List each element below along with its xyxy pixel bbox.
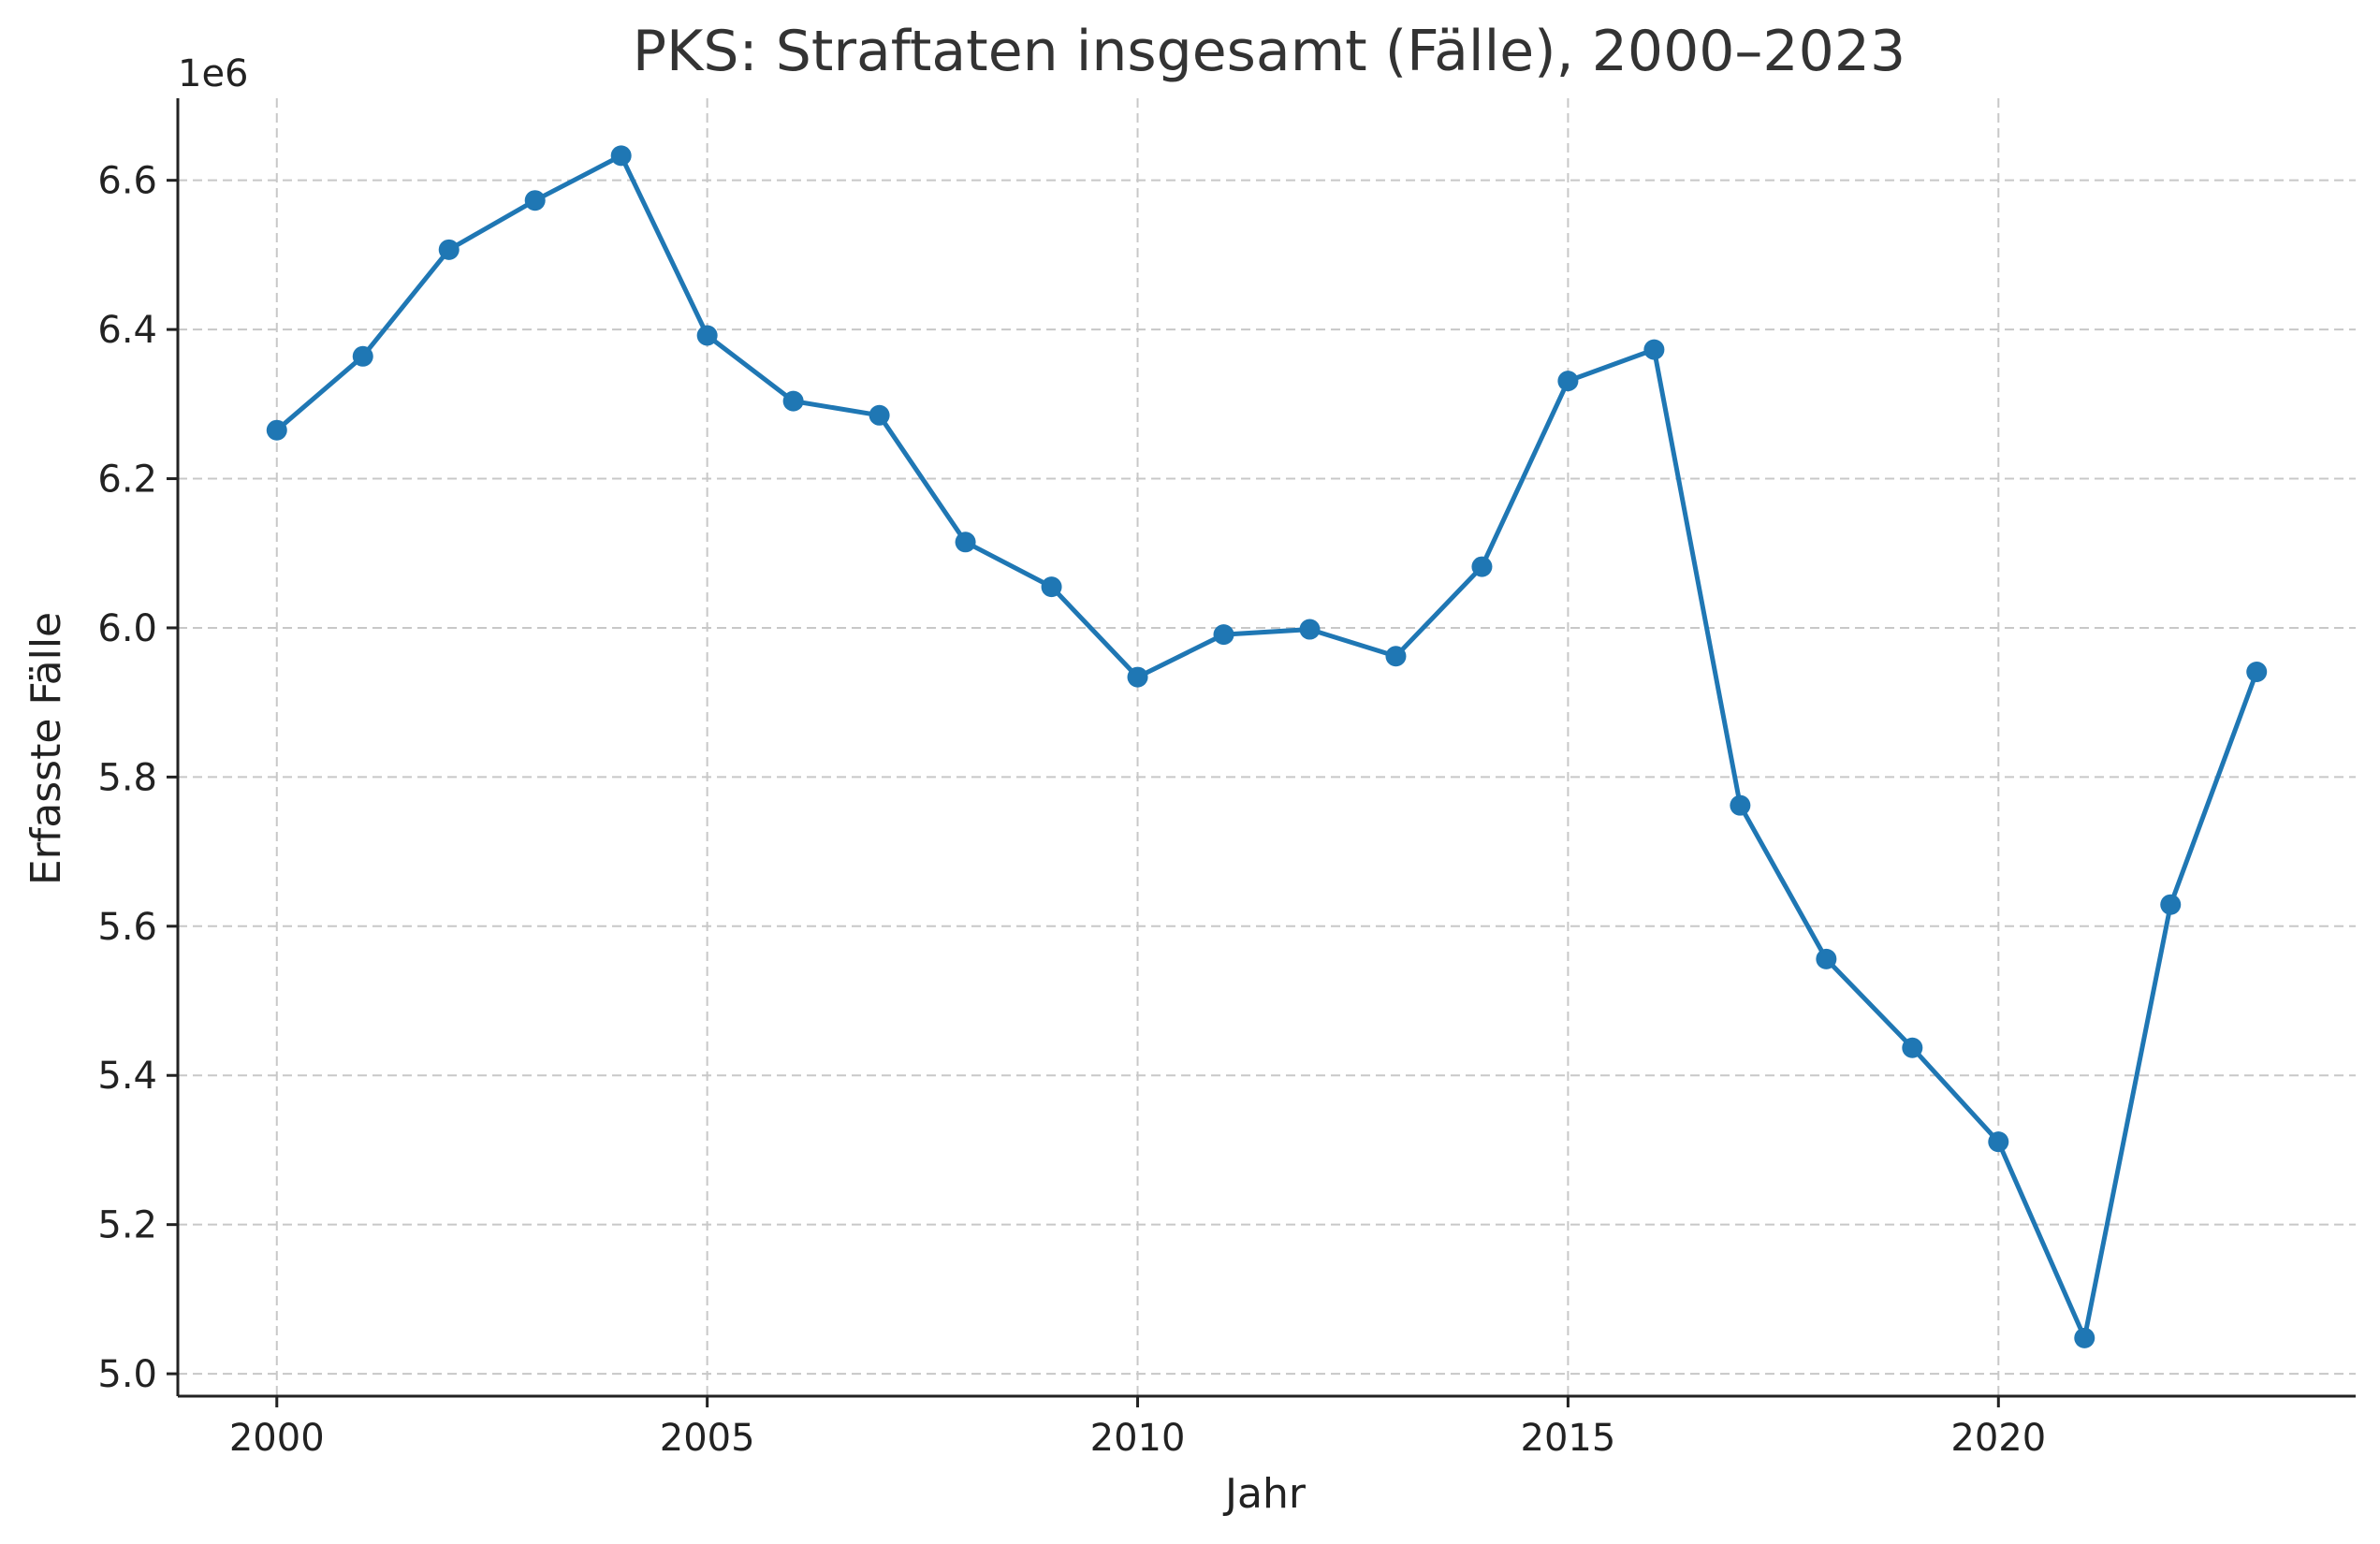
data-point (1816, 948, 1837, 969)
gridlines (178, 98, 2356, 1396)
data-series (266, 145, 2268, 1348)
y-tick-label: 5.6 (97, 906, 157, 949)
data-point (266, 419, 287, 441)
data-point (1127, 666, 1148, 688)
y-tick-label: 6.2 (97, 459, 157, 502)
y-tick-label: 6.4 (97, 309, 157, 352)
series-line (274, 153, 2259, 1341)
data-point (2074, 1327, 2095, 1348)
data-point (1643, 339, 1665, 360)
axes: 2000 2005 2010 2015 2020 5.0 5.2 5.4 5.6 5.8 6.0 6.… (97, 98, 2356, 1460)
y-axis-offset-label: 1e6 (178, 52, 249, 95)
data-point (1988, 1131, 2009, 1153)
data-point (782, 390, 804, 412)
y-tick-label: 5.8 (97, 756, 157, 799)
data-point (2160, 894, 2182, 915)
x-tick-label: 2015 (1521, 1417, 1616, 1460)
y-tick-label: 6.0 (97, 607, 157, 650)
y-tick-label: 5.0 (97, 1353, 157, 1396)
data-point (438, 239, 460, 260)
data-point (1730, 794, 1751, 816)
y-tick-label: 6.6 (97, 160, 157, 203)
data-point (1213, 624, 1234, 646)
data-point (524, 190, 546, 211)
data-point (1299, 619, 1321, 640)
data-point (1041, 576, 1062, 598)
x-tick-label: 2020 (1950, 1417, 2046, 1460)
data-point (1557, 371, 1579, 392)
data-point (696, 325, 718, 346)
x-axis-label: Jahr (1222, 1470, 1307, 1518)
x-tick-label: 2000 (229, 1417, 325, 1460)
data-point (2246, 661, 2268, 682)
x-tick-label: 2005 (660, 1417, 755, 1460)
y-axis-label: Erfasste Fälle (22, 612, 70, 885)
data-point (610, 145, 632, 167)
x-tick-label: 2010 (1090, 1417, 1186, 1460)
data-point (955, 532, 976, 553)
y-tick-label: 5.2 (97, 1204, 157, 1247)
y-tick-label: 5.4 (97, 1055, 157, 1098)
data-point (352, 345, 373, 367)
data-point (1471, 556, 1493, 577)
data-point (1902, 1037, 1923, 1058)
data-point (1385, 646, 1407, 667)
chart-title: PKS: Straftaten insgesamt (Fälle), 2000–… (633, 19, 1905, 84)
data-point (869, 404, 890, 426)
